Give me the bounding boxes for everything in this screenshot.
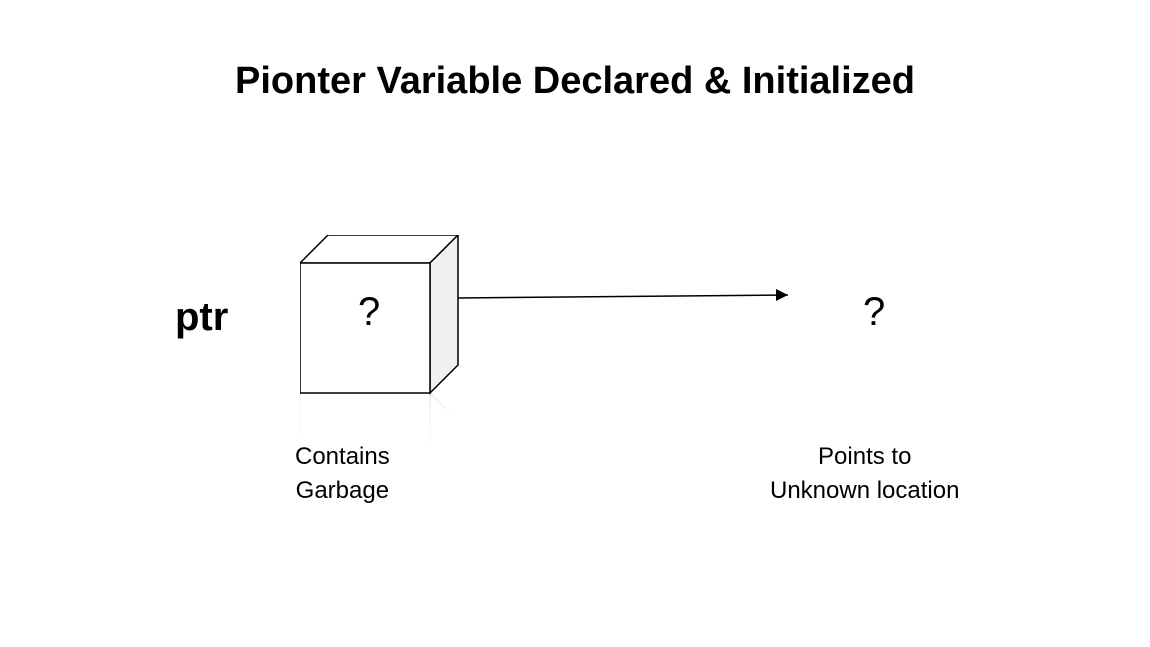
target-question-mark: ? <box>863 290 885 335</box>
caption-contains-garbage: Contains Garbage <box>295 440 390 507</box>
caption-left-line2: Garbage <box>296 477 389 504</box>
caption-right-line1: Points to <box>818 443 911 470</box>
cube-shape <box>300 235 470 410</box>
diagram-title: Pionter Variable Declared & Initialized <box>235 60 915 103</box>
caption-points-unknown: Points to Unknown location <box>770 440 959 507</box>
diagram-container: ptr ? ? Con <box>0 230 1150 530</box>
cube-content-question: ? <box>358 290 380 335</box>
caption-left-line1: Contains <box>295 443 390 470</box>
caption-right-line2: Unknown location <box>770 477 959 504</box>
ptr-label: ptr <box>175 295 228 340</box>
pointer-arrow <box>458 283 808 318</box>
